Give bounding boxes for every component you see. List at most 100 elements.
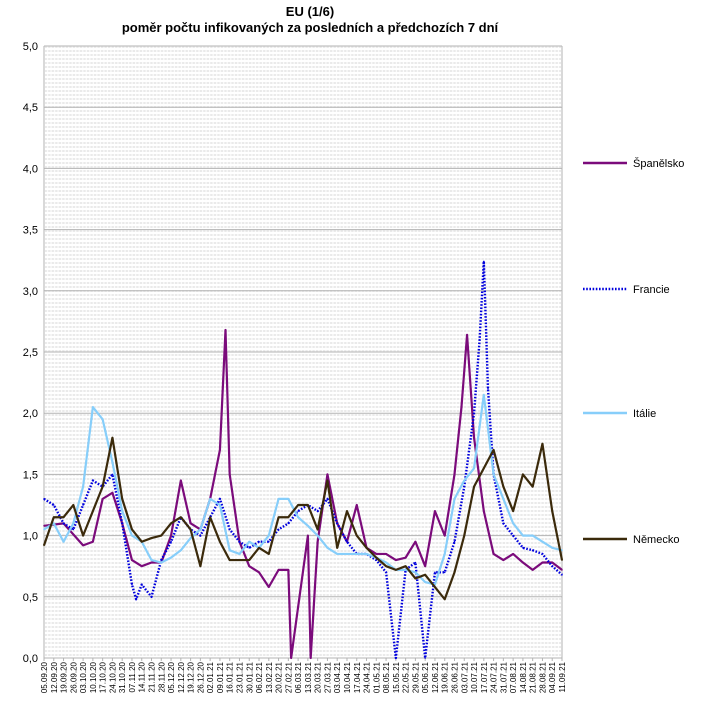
- data-point: [92, 479, 94, 482]
- data-point: [121, 510, 123, 512]
- chart-title: EU (1/6): [285, 4, 335, 19]
- data-point: [189, 528, 192, 531]
- data-point: [492, 553, 495, 555]
- data-point: [541, 443, 544, 445]
- data-point: [487, 387, 489, 390]
- x-tick-label: 05.12.20: [167, 661, 176, 693]
- data-point: [101, 485, 104, 488]
- x-tick-label: 03.10.20: [79, 661, 88, 693]
- series-line-2: [43, 260, 563, 660]
- x-tick-label: 19.12.20: [187, 661, 196, 693]
- x-tick-label: 10.10.20: [89, 661, 98, 693]
- data-point: [160, 534, 163, 537]
- data-point: [434, 510, 436, 512]
- data-point: [150, 537, 153, 539]
- data-point: [512, 553, 514, 555]
- data-point: [131, 534, 133, 537]
- data-point: [219, 540, 221, 543]
- data-point: [248, 565, 251, 567]
- data-point: [346, 553, 348, 555]
- data-point: [92, 510, 94, 512]
- data-point: [463, 479, 466, 482]
- x-tick-label: 24.10.20: [108, 661, 117, 693]
- data-point: [238, 553, 241, 555]
- data-point: [478, 338, 481, 341]
- data-point: [365, 547, 368, 549]
- data-point: [170, 534, 172, 537]
- data-point: [326, 473, 329, 476]
- data-point: [434, 571, 436, 574]
- data-point: [414, 561, 417, 564]
- data-point: [92, 540, 94, 543]
- data-point: [238, 540, 241, 543]
- data-point: [541, 561, 544, 564]
- series-line-3: [43, 393, 563, 586]
- x-tick-label: 22.05.21: [402, 661, 411, 693]
- data-point: [346, 510, 348, 512]
- x-tick-label: 19.09.20: [60, 661, 69, 693]
- data-point: [551, 510, 554, 512]
- data-point: [111, 473, 114, 476]
- data-point: [473, 436, 475, 439]
- data-point: [209, 516, 211, 519]
- data-point: [287, 569, 290, 571]
- y-tick-label: 5,0: [23, 41, 38, 53]
- data-point: [502, 522, 505, 525]
- data-point: [326, 498, 329, 500]
- data-point: [219, 449, 221, 451]
- data-point: [473, 412, 475, 415]
- data-point: [248, 559, 251, 561]
- data-point: [512, 522, 514, 525]
- data-point: [43, 498, 45, 500]
- data-point: [385, 553, 387, 555]
- data-point: [522, 473, 524, 476]
- data-point: [424, 581, 426, 583]
- data-point: [483, 260, 485, 263]
- data-point: [43, 528, 45, 531]
- data-point: [160, 559, 163, 561]
- data-point: [111, 461, 114, 463]
- data-point: [355, 553, 358, 555]
- data-point: [287, 498, 290, 500]
- y-tick-label: 3,5: [23, 225, 38, 237]
- data-point: [189, 537, 192, 539]
- data-point: [443, 534, 446, 537]
- data-point: [443, 553, 446, 555]
- data-point: [443, 571, 446, 574]
- data-point: [180, 479, 182, 482]
- x-tick-label: 05.09.20: [40, 661, 49, 693]
- data-point: [121, 522, 123, 525]
- data-point: [92, 406, 94, 408]
- data-point: [551, 547, 554, 549]
- data-point: [414, 540, 417, 543]
- data-point: [434, 586, 436, 588]
- x-tick-label: 03.04.21: [333, 661, 342, 693]
- x-tick-label: 21.11.20: [148, 661, 157, 692]
- x-tick-label: 17.04.21: [353, 661, 362, 693]
- data-point: [522, 561, 524, 564]
- data-point: [170, 522, 172, 525]
- data-point: [561, 573, 563, 576]
- x-tick-label: 08.05.21: [382, 661, 391, 693]
- data-point: [290, 657, 292, 659]
- data-point: [522, 547, 524, 549]
- x-tick-label: 31.10.20: [118, 661, 127, 693]
- data-point: [551, 561, 554, 564]
- x-tick-label: 26.09.20: [69, 661, 78, 693]
- data-point: [267, 586, 270, 588]
- data-point: [72, 504, 75, 506]
- data-point: [228, 473, 231, 476]
- data-point: [385, 571, 387, 574]
- data-point: [453, 498, 456, 500]
- data-point: [228, 549, 231, 552]
- data-point: [316, 528, 319, 531]
- data-point: [219, 498, 221, 500]
- data-point: [512, 534, 514, 537]
- data-point: [309, 657, 312, 659]
- x-tick-label: 06.03.21: [294, 661, 303, 693]
- x-tick-label: 27.02.21: [284, 661, 293, 693]
- x-tick-label: 12.09.20: [50, 661, 59, 693]
- data-point: [199, 565, 202, 567]
- data-point: [466, 334, 468, 336]
